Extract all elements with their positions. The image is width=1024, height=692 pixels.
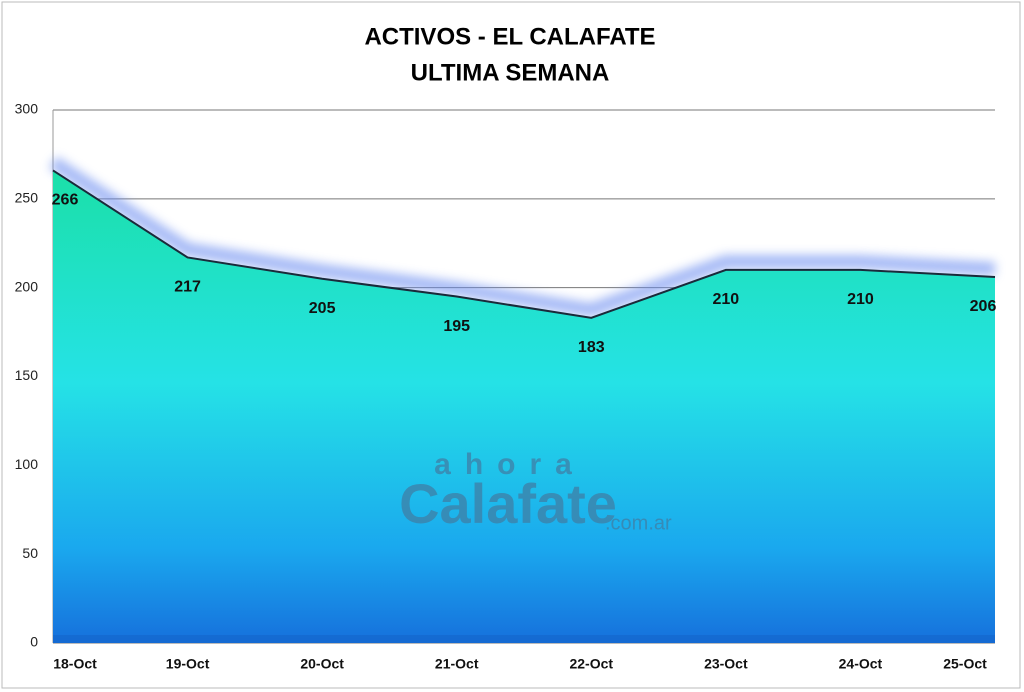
- x-tick-label: 18-Oct: [53, 656, 97, 672]
- watermark-main: Calafate: [399, 472, 617, 535]
- y-tick-label: 50: [22, 545, 38, 561]
- value-label: 205: [309, 300, 336, 317]
- y-tick-label: 200: [15, 278, 39, 294]
- y-tick-label: 100: [15, 456, 39, 472]
- area: [53, 170, 995, 643]
- area-floor: [53, 635, 995, 643]
- x-tick-label: 19-Oct: [166, 656, 210, 672]
- x-tick-label: 21-Oct: [435, 656, 479, 672]
- watermark: ahora Calafate .com.ar: [399, 448, 672, 535]
- watermark-suffix: .com.ar: [605, 512, 672, 534]
- chart-subtitle: ULTIMA SEMANA: [411, 59, 610, 86]
- labels: 266 18-Oct 217 19-Oct 205 20-Oct 195 21-Oct 183 2…: [52, 192, 997, 672]
- watermark-top: ahora: [434, 448, 586, 481]
- value-label: 206: [970, 298, 997, 315]
- x-tick-label: 22-Oct: [569, 656, 613, 672]
- x-tick-label: 25-Oct: [943, 656, 987, 672]
- value-label: 210: [847, 291, 874, 308]
- value-label: 195: [443, 318, 470, 335]
- value-label: 183: [578, 339, 605, 356]
- x-tick-label: 23-Oct: [704, 656, 748, 672]
- plot: [49, 156, 996, 643]
- value-label: 266: [52, 192, 79, 209]
- x-tick-label: 24-Oct: [839, 656, 883, 672]
- y-tick-label: 300: [15, 101, 39, 117]
- value-label: 217: [174, 279, 201, 296]
- x-tick-label: 20-Oct: [300, 656, 344, 672]
- y-tick-label: 0: [30, 634, 38, 650]
- area-glow: [49, 156, 996, 318]
- line: [52, 169, 996, 319]
- chart-title: ACTIVOS - EL CALAFATE: [364, 23, 655, 50]
- title-group: ACTIVOS - EL CALAFATE ULTIMA SEMANA: [364, 23, 655, 86]
- y-tick-label: 150: [15, 367, 39, 383]
- value-label: 210: [713, 291, 740, 308]
- y-tick-label: 250: [15, 190, 39, 206]
